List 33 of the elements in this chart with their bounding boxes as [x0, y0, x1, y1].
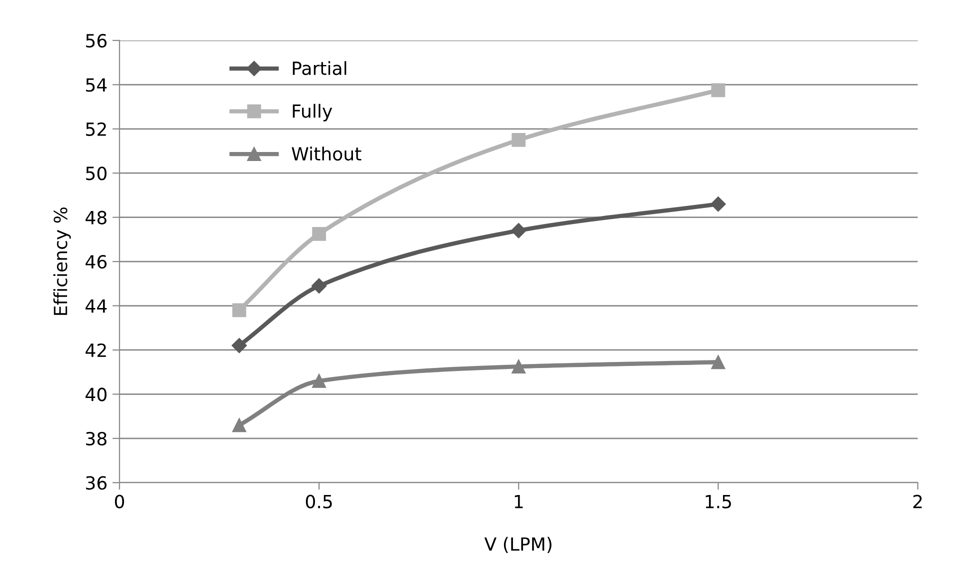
x-tick-label: 0 — [114, 494, 124, 508]
point — [512, 360, 526, 374]
point — [512, 133, 526, 147]
point — [312, 374, 326, 388]
point — [232, 303, 246, 318]
x-tick-label: 1.5 — [706, 494, 731, 508]
y-tick-label: 52 — [86, 122, 106, 136]
y-tick-label: 36 — [86, 476, 107, 490]
x-axis-title: V (LPM) — [484, 536, 552, 554]
y-tick-label: 56 — [86, 34, 107, 48]
y-tick-label: 54 — [86, 78, 107, 92]
y-tick-label: 46 — [86, 255, 107, 269]
legend-label: Fully — [292, 104, 332, 122]
x-tick-label: 2 — [913, 494, 922, 508]
point — [710, 196, 726, 212]
y-tick-label: 42 — [86, 343, 106, 357]
y-tick-label: 44 — [86, 299, 107, 313]
point — [711, 83, 726, 98]
point — [232, 338, 247, 354]
y-tick-label: 50 — [86, 166, 106, 180]
y-tick-label: 48 — [86, 210, 106, 224]
point — [511, 223, 526, 238]
point — [311, 278, 327, 294]
point — [312, 226, 326, 241]
legend-label: Partial — [292, 61, 346, 76]
point — [711, 355, 726, 370]
x-tick-label: 1 — [514, 494, 523, 508]
legend-label: Without — [292, 146, 362, 161]
y-tick-label: 38 — [86, 432, 106, 446]
y-tick-label: 40 — [86, 388, 106, 402]
x-tick-label: 0.5 — [306, 494, 332, 508]
point — [232, 418, 246, 432]
y-axis-title: Efficiency % — [53, 207, 71, 315]
